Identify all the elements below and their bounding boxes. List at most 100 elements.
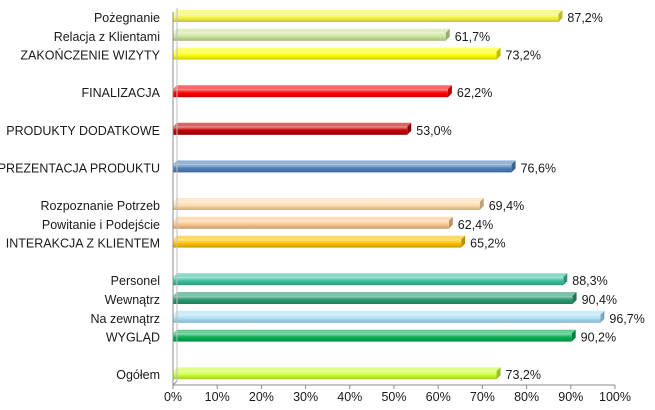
data-label: 96,7% <box>609 312 644 326</box>
category-label: FINALIZACJA <box>82 86 161 100</box>
bar-end-face <box>571 329 576 342</box>
bar-front-face <box>173 126 408 135</box>
bar <box>173 310 605 323</box>
bar <box>173 216 453 229</box>
bar-top-face <box>173 198 484 202</box>
bar-front-face <box>173 14 559 22</box>
bar-end-face <box>496 367 501 380</box>
data-label: 73,2% <box>506 368 541 382</box>
x-tick-label: 100% <box>599 390 631 404</box>
bar-front-face <box>173 202 480 210</box>
category-label: ZAKOŃCZENIE WIZYTY <box>20 48 160 63</box>
bar-front-face <box>173 220 449 229</box>
bar-end-face <box>447 85 452 98</box>
data-label: 90,2% <box>581 331 616 345</box>
data-label: 61,7% <box>455 30 490 44</box>
bar <box>173 160 516 173</box>
bar-end-face <box>445 28 450 41</box>
axis-depth-line <box>172 380 178 386</box>
category-label: Rozpoznanie Potrzeb <box>40 199 160 213</box>
bar-top-face <box>173 310 605 315</box>
category-label: Ogółem <box>116 368 160 382</box>
bar-top-face <box>173 216 453 221</box>
data-label: 88,3% <box>572 274 607 288</box>
bar-front-face <box>173 296 573 304</box>
data-label: 76,6% <box>521 161 556 175</box>
bar-end-face <box>496 47 501 60</box>
bar-top-face <box>173 85 452 90</box>
bar <box>173 292 577 304</box>
bar-end-face <box>600 310 605 323</box>
category-label: Wewnątrz <box>105 293 160 307</box>
bar-top-face <box>173 122 412 127</box>
bar-front-face <box>173 164 512 173</box>
data-label: 53,0% <box>416 124 451 138</box>
bar-top-face <box>173 367 501 372</box>
bar <box>173 329 576 342</box>
x-tick-label: 10% <box>205 390 230 404</box>
bar-end-face <box>511 160 516 173</box>
bar-top-face <box>173 329 576 334</box>
bar-front-face <box>173 333 572 342</box>
bar-front-face <box>173 314 601 323</box>
bar-end-face <box>558 10 563 22</box>
data-label: 90,4% <box>582 293 617 307</box>
category-label: WYGLĄD <box>106 331 160 345</box>
x-tick-label: 70% <box>470 390 495 404</box>
bar-end-face <box>563 273 568 286</box>
category-label: PREZENTACJA PRODUKTU <box>0 161 160 175</box>
x-tick-label: 90% <box>558 390 583 404</box>
category-label: PRODUKTY DODATKOWE <box>6 124 160 138</box>
bar-front-face <box>173 239 462 248</box>
bar <box>173 85 452 98</box>
bar-top-face <box>173 10 563 14</box>
axis-layer <box>172 8 616 389</box>
category-label: Pożegnanie <box>94 11 160 25</box>
category-label: Relacja z Klientami <box>54 30 160 44</box>
bar <box>173 47 501 60</box>
category-label: Na zewnątrz <box>91 312 160 326</box>
bar-end-face <box>461 235 466 248</box>
bar <box>173 367 501 380</box>
bar-end-face <box>407 122 412 135</box>
category-label: INTERAKCJA Z KLIENTEM <box>6 237 160 251</box>
bar-end-face <box>448 216 453 229</box>
bar <box>173 28 450 41</box>
bars-layer <box>173 10 605 380</box>
labels-layer: 0% 10% 20% 30% 40% 50% 60% 70% 80% 90% 100% Pożegna… <box>0 11 645 404</box>
bar-top-face <box>173 273 568 278</box>
bar-front-face <box>173 32 446 41</box>
bar <box>173 198 484 210</box>
bar-top-face <box>173 47 501 52</box>
bar-top-face <box>173 160 516 165</box>
data-label: 69,4% <box>489 199 524 213</box>
x-tick-label: 30% <box>293 390 318 404</box>
x-tick-label: 60% <box>426 390 451 404</box>
data-label: 73,2% <box>506 49 541 63</box>
bar-top-face <box>173 28 450 33</box>
category-label: Personel <box>111 274 160 288</box>
x-tick-label: 80% <box>514 390 539 404</box>
data-label: 62,4% <box>458 218 493 232</box>
category-label: Powitanie i Podejście <box>42 218 160 232</box>
x-tick-label: 40% <box>337 390 362 404</box>
data-label: 87,2% <box>567 11 602 25</box>
bar-end-face <box>572 292 577 304</box>
bar <box>173 273 568 286</box>
bar-front-face <box>173 51 497 60</box>
bar-front-face <box>173 371 497 380</box>
data-label: 62,2% <box>457 86 492 100</box>
bar-front-face <box>173 277 564 286</box>
bar-end-face <box>479 198 484 210</box>
bar-top-face <box>173 292 577 296</box>
bar-front-face <box>173 89 448 98</box>
x-tick-label: 0% <box>164 390 182 404</box>
bar <box>173 122 412 135</box>
bar <box>173 10 563 22</box>
x-tick-label: 20% <box>249 390 274 404</box>
bar-top-face <box>173 235 466 240</box>
data-label: 65,2% <box>470 237 505 251</box>
bar <box>173 235 466 248</box>
x-tick-label: 50% <box>381 390 406 404</box>
